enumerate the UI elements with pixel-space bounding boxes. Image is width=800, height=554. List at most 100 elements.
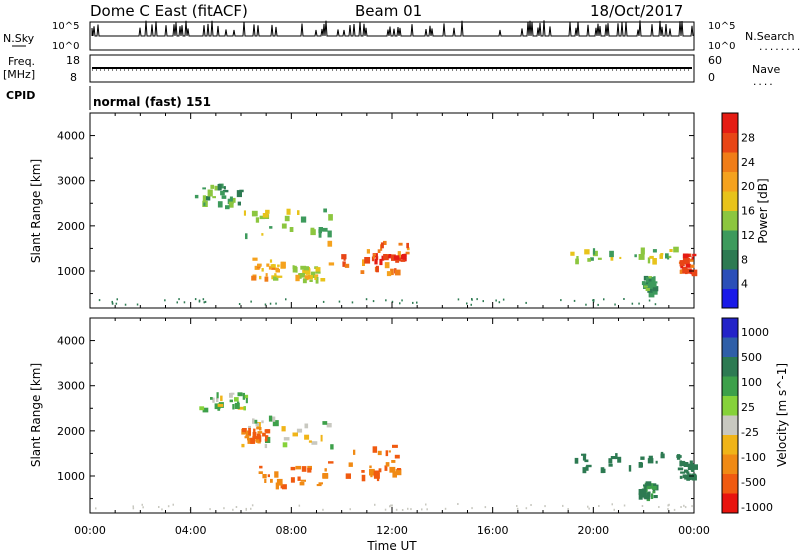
velocity-cell: [372, 446, 378, 453]
power-cell: [207, 189, 213, 197]
power-cell: [375, 256, 378, 262]
power-ground-cell: [194, 298, 197, 301]
power-cell: [269, 226, 273, 229]
velocity-ytick-label: 1000: [57, 470, 85, 483]
power-cell: [322, 227, 328, 232]
velocity-cell: [392, 471, 397, 478]
velocity-ground-cell: [250, 507, 252, 510]
nave-label: Nave: [752, 63, 780, 76]
time-tick-label: 16:00: [477, 524, 509, 537]
velocity-ground-cell: [613, 508, 615, 511]
velocity-colorbar: 1000 500 100 25 -25 -100 -500 -1000: [721, 317, 773, 514]
power-ground-cell: [164, 299, 166, 302]
power-cell: [243, 210, 246, 216]
power-ground-cell: [115, 302, 118, 305]
power-cell: [652, 249, 657, 253]
power-colorbar-swatch: [722, 210, 738, 231]
velocity-ground-cell: [232, 508, 234, 511]
velocity-cell: [217, 403, 224, 407]
velocity-ground-cell: [322, 508, 324, 511]
velocity-cell: [267, 474, 270, 478]
power-ground-cell: [457, 298, 460, 301]
velocity-ground-cell: [132, 505, 134, 508]
power-cell: [276, 275, 283, 278]
velocity-cell: [378, 468, 382, 473]
power-plot-frame: [89, 112, 695, 309]
power-colorbar-tick-label: 4: [741, 278, 748, 291]
velocity-cell: [648, 455, 653, 463]
power-ytick-label: 2000: [57, 220, 85, 233]
power-cell: [592, 250, 598, 257]
velocity-cell: [652, 490, 656, 494]
nsearch-tick-bottom: 10^0: [708, 41, 735, 52]
velocity-ground-cell: [223, 507, 225, 510]
power-cell: [251, 210, 258, 217]
freq-label: Freq.: [8, 55, 35, 68]
power-ground-cell: [351, 301, 354, 304]
velocity-cell: [304, 434, 310, 440]
nave-tick-top: 60: [708, 54, 722, 67]
power-ground-cell: [471, 298, 473, 301]
velocity-ytick-label: 4000: [57, 335, 85, 348]
power-cell: [362, 259, 365, 266]
velocity-cell: [252, 431, 257, 439]
power-ground-cell: [183, 301, 186, 304]
power-cell: [269, 259, 273, 263]
velocity-colorbar-swatch: [722, 337, 738, 358]
velocity-cell: [582, 467, 587, 474]
velocity-cell: [261, 420, 264, 424]
velocity-cell: [259, 465, 263, 469]
velocity-ground-cell: [611, 503, 613, 506]
power-cell: [289, 227, 294, 232]
velocity-cell: [389, 466, 396, 473]
freq-tick-bottom: 8: [70, 71, 77, 84]
time-tick-label: 08:00: [275, 524, 307, 537]
power-cell: [375, 265, 379, 273]
power-ground-cell: [416, 301, 418, 304]
velocity-cell: [680, 471, 686, 474]
power-cell: [323, 208, 327, 213]
velocity-panel: 1000 2000 3000 4000 Slant Range [km] 1000 50…: [29, 317, 789, 514]
power-cell: [645, 284, 649, 287]
power-cell: [342, 261, 346, 267]
power-cell: [232, 197, 236, 203]
velocity-cell: [653, 483, 657, 486]
power-cell: [597, 257, 602, 260]
power-cell: [252, 257, 258, 261]
power-cell: [653, 276, 656, 283]
velocity-cell: [237, 406, 244, 410]
velocity-ground-cell: [251, 504, 254, 507]
power-cell: [652, 286, 659, 292]
power-cell: [259, 215, 265, 220]
velocity-cell: [296, 428, 303, 433]
velocity-cell: [361, 470, 365, 473]
power-ground-cell: [614, 303, 616, 306]
velocity-cell: [307, 465, 312, 470]
velocity-cell: [683, 462, 689, 467]
power-cell: [691, 269, 698, 277]
time-tick-label: 00:00: [678, 524, 710, 537]
power-ground-cell: [560, 299, 562, 302]
power-cell: [328, 214, 333, 221]
velocity-cell: [690, 467, 694, 472]
power-cell: [304, 266, 310, 271]
velocity-cell: [229, 392, 233, 398]
velocity-ytick-label: 2000: [57, 425, 85, 438]
velocity-cell: [385, 450, 389, 457]
velocity-cell: [582, 453, 587, 461]
freq-tick-top: 18: [66, 54, 80, 67]
velocity-cell: [388, 450, 391, 453]
power-ground-cell: [338, 300, 341, 303]
velocity-ground-cell: [444, 507, 447, 510]
velocity-cell: [301, 466, 307, 472]
power-cell: [648, 291, 655, 298]
nave-dots: ....: [752, 78, 774, 88]
power-cell: [284, 215, 290, 222]
velocity-ground-cell: [141, 503, 143, 506]
power-cell: [652, 258, 657, 265]
power-ground-cell: [264, 303, 267, 306]
velocity-colorbar-tick-label: 25: [741, 401, 755, 414]
power-cell: [261, 268, 264, 272]
station-title: Dome C East (fitACF): [90, 2, 248, 20]
power-cell: [259, 275, 262, 280]
